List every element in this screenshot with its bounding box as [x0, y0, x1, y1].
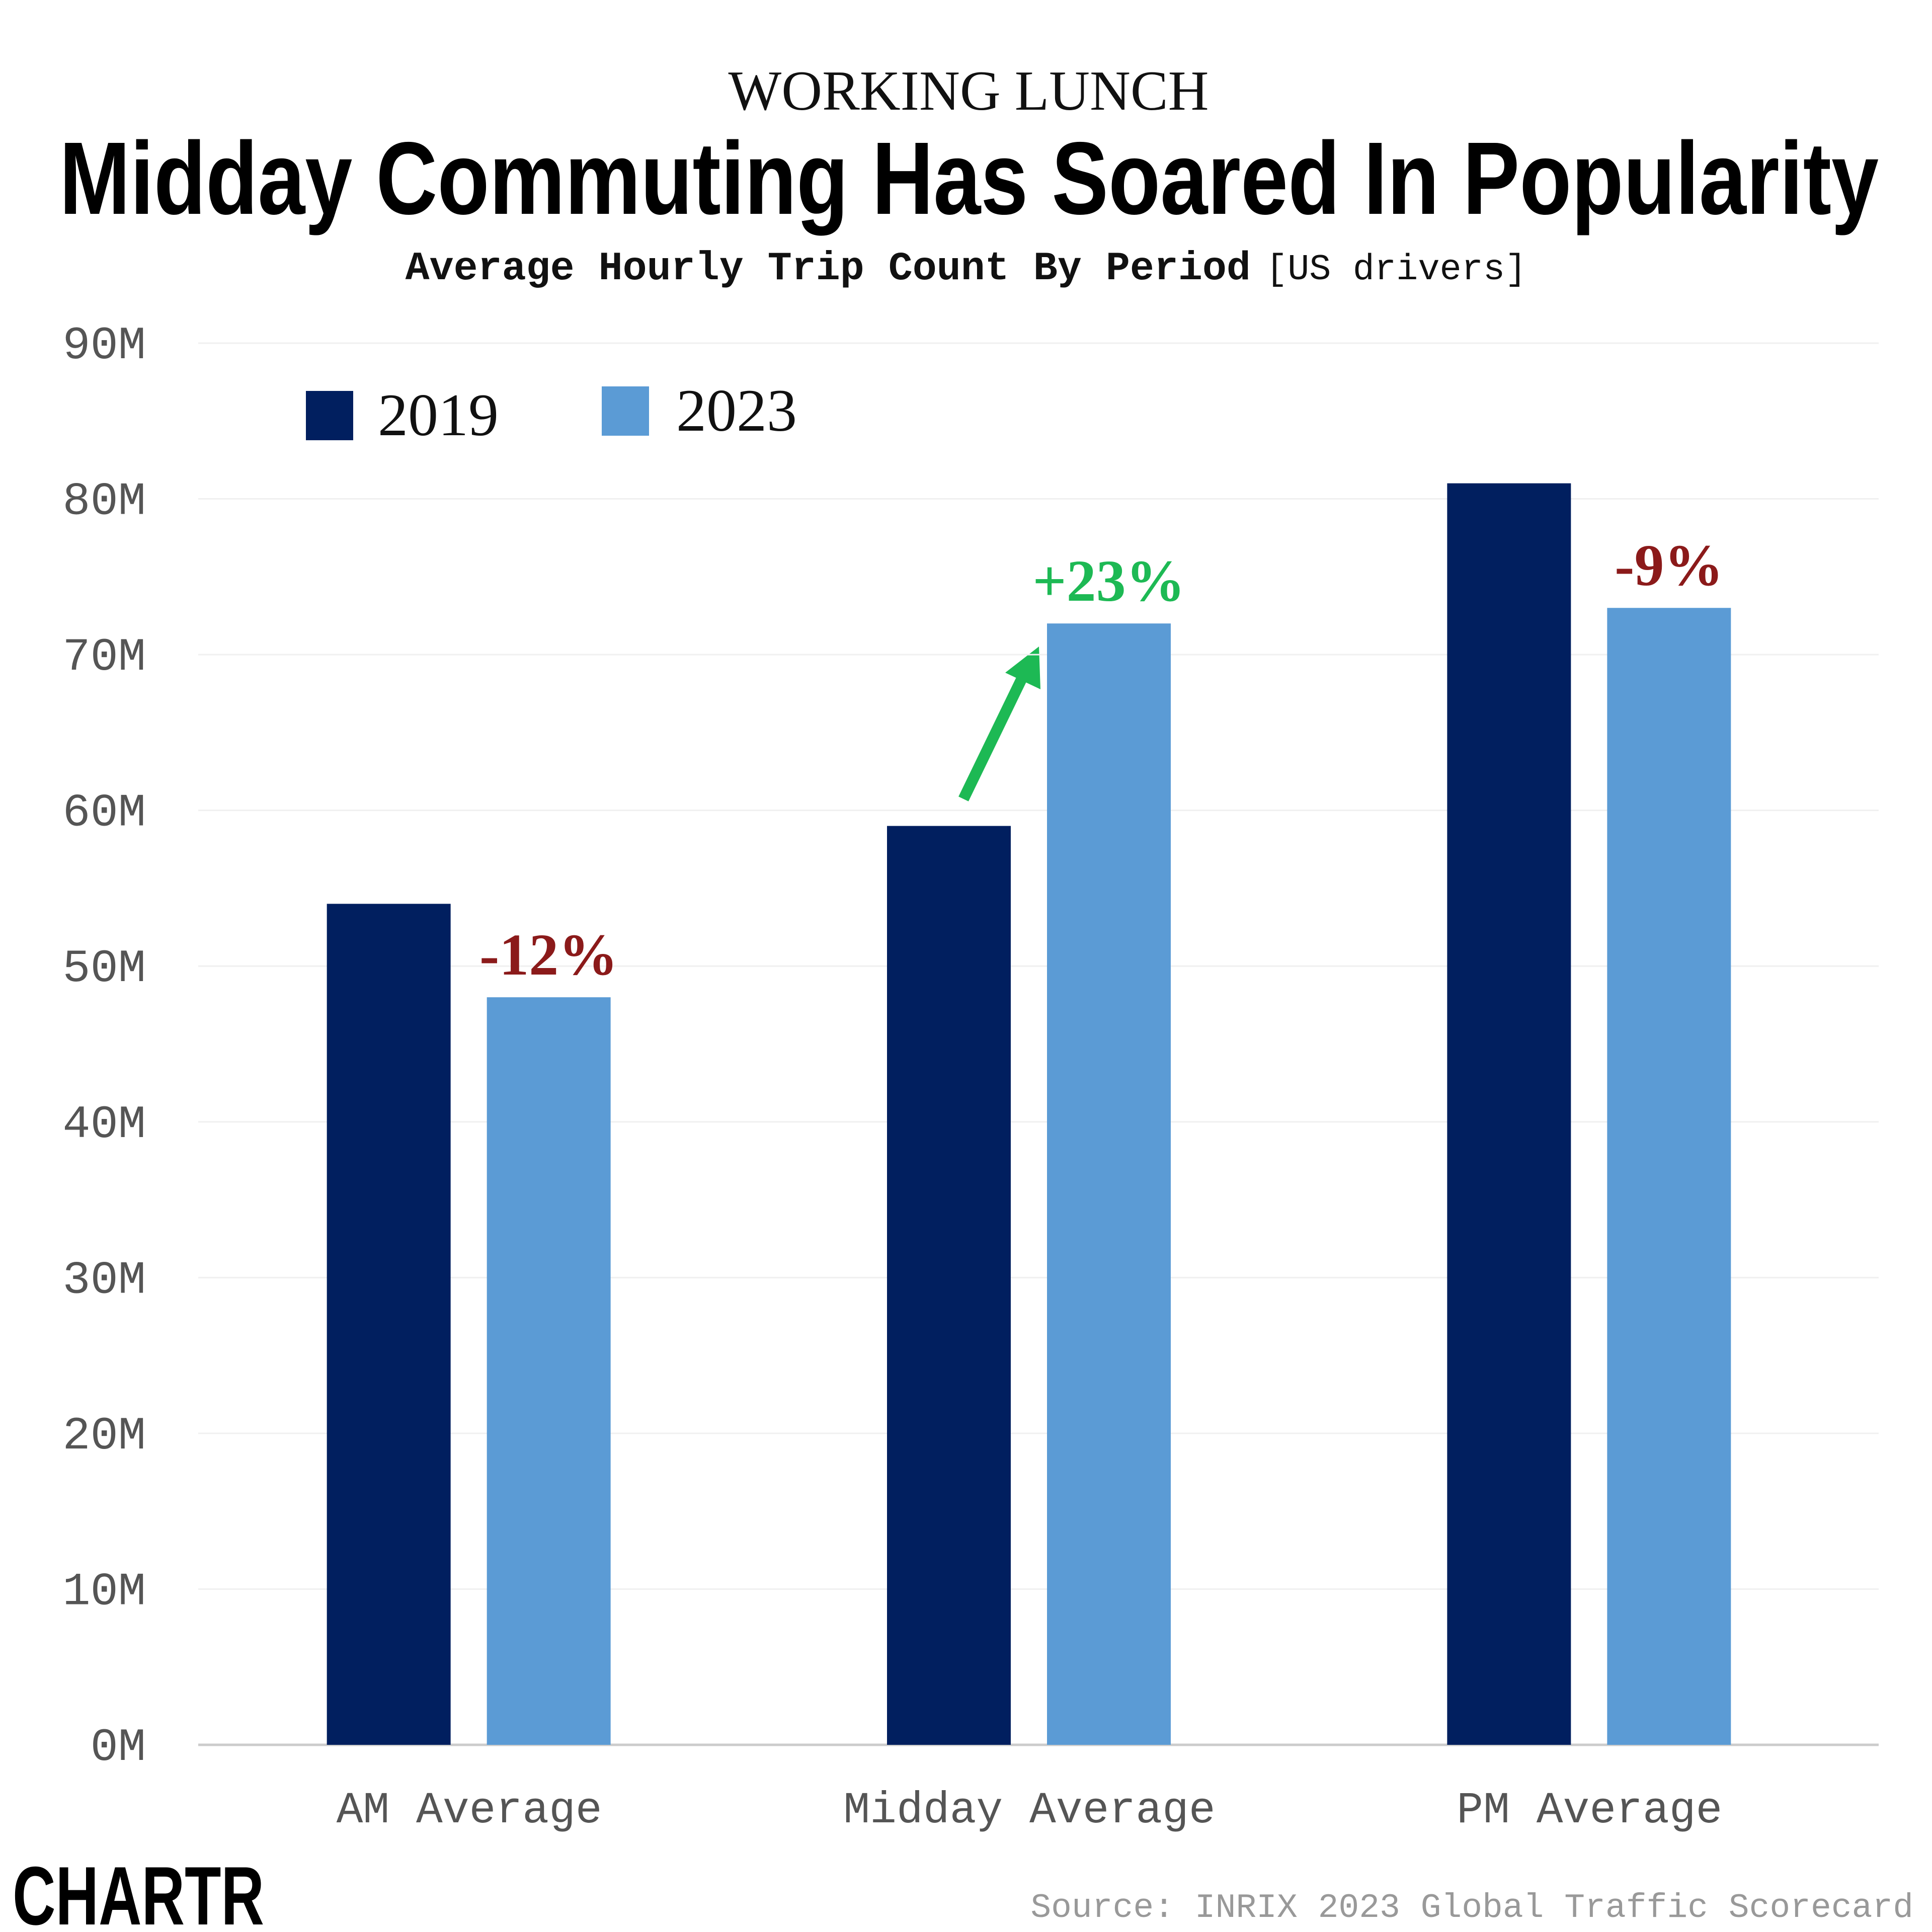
chart-kicker: WORKING LUNCH: [728, 60, 1209, 122]
subtitle-note: [US drivers]: [1266, 249, 1526, 290]
bar: [327, 904, 451, 1745]
chart-subtitle: Average Hourly Trip Count By Period [US d…: [406, 246, 1527, 292]
legend-label: 2023: [676, 377, 797, 444]
bar: [887, 826, 1011, 1745]
annotation: -12%: [479, 922, 618, 988]
subtitle-main: Average Hourly Trip Count By Period: [406, 246, 1251, 292]
y-tick-label: 30M: [62, 1254, 146, 1307]
legend-swatch: [602, 386, 649, 436]
y-tick-label: 80M: [62, 475, 146, 528]
y-tick-label: 0M: [91, 1721, 146, 1774]
x-tick-label: AM Average: [337, 1786, 602, 1836]
annotation: +23%: [1032, 548, 1185, 614]
arrow-shaft: [958, 667, 1031, 801]
y-tick-label: 20M: [62, 1410, 146, 1463]
x-tick-label: PM Average: [1457, 1786, 1722, 1836]
y-tick-label: 60M: [62, 787, 146, 840]
arrow-head: [1005, 647, 1040, 689]
y-tick-label: 70M: [62, 631, 146, 684]
source: Source: INRIX 2023 Global Traffic Scorec…: [1030, 1889, 1913, 1927]
chart-title: Midday Commuting Has Soared In Popularit…: [59, 121, 1879, 236]
bar: [1047, 623, 1171, 1745]
bar: [1607, 608, 1731, 1745]
legend-swatch: [306, 391, 353, 440]
legend-label: 2019: [378, 381, 499, 448]
logo: CHARTR: [13, 1849, 264, 1932]
y-tick-label: 10M: [62, 1565, 146, 1618]
bar: [487, 997, 611, 1745]
y-tick-label: 90M: [62, 319, 146, 372]
x-tick-label: Midday Average: [843, 1786, 1215, 1836]
y-tick-label: 50M: [62, 942, 146, 995]
bar: [1447, 483, 1571, 1745]
y-tick-label: 40M: [62, 1098, 146, 1151]
annotation: -9%: [1615, 532, 1723, 598]
